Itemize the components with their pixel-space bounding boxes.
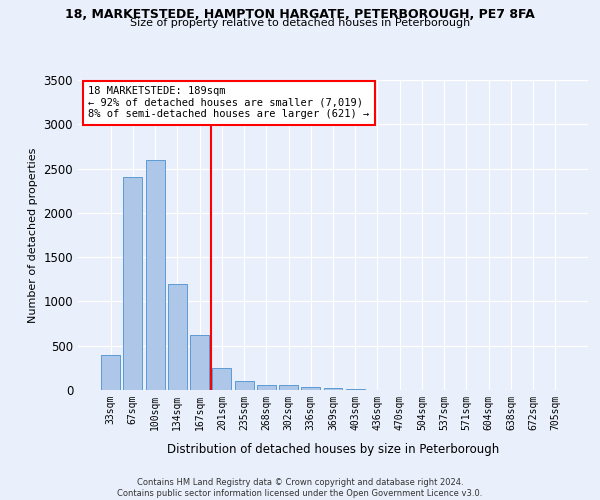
- Bar: [146, 160, 164, 390]
- Text: Size of property relative to detached houses in Peterborough: Size of property relative to detached ho…: [130, 18, 470, 28]
- Bar: [124, 178, 142, 390]
- Bar: [168, 284, 187, 390]
- Text: 18 MARKETSTEDE: 189sqm
← 92% of detached houses are smaller (7,019)
8% of semi-d: 18 MARKETSTEDE: 189sqm ← 92% of detached…: [88, 86, 370, 120]
- Bar: [190, 335, 209, 390]
- Text: Distribution of detached houses by size in Peterborough: Distribution of detached houses by size …: [167, 442, 499, 456]
- Bar: [301, 388, 320, 390]
- Bar: [101, 354, 120, 390]
- Y-axis label: Number of detached properties: Number of detached properties: [28, 148, 38, 322]
- Bar: [235, 381, 254, 390]
- Text: Contains HM Land Registry data © Crown copyright and database right 2024.
Contai: Contains HM Land Registry data © Crown c…: [118, 478, 482, 498]
- Bar: [323, 388, 343, 390]
- Bar: [257, 384, 276, 390]
- Text: 18, MARKETSTEDE, HAMPTON HARGATE, PETERBOROUGH, PE7 8FA: 18, MARKETSTEDE, HAMPTON HARGATE, PETERB…: [65, 8, 535, 20]
- Bar: [212, 368, 231, 390]
- Bar: [346, 388, 365, 390]
- Bar: [279, 385, 298, 390]
